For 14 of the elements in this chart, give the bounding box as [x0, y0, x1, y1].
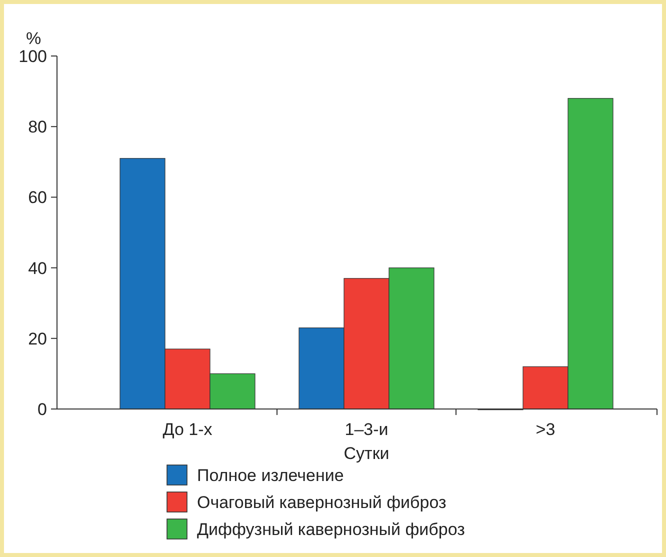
y-tick-label: 40 [28, 258, 47, 278]
x-tick-label: До 1-х [162, 420, 213, 439]
legend-label: Полное излечение [197, 466, 344, 485]
y-tick-label: 0 [38, 400, 47, 419]
x-tick-label: 1–3-и [344, 420, 388, 439]
legend-label: Диффузный кавернозный фиброз [197, 520, 466, 539]
y-tick-label: 100 [18, 46, 47, 66]
x-tick-label: >3 [536, 420, 556, 439]
x-axis-title: Сутки [344, 444, 390, 463]
y-axis-title: % [26, 29, 42, 48]
legend-label: Очаговый кавернозный фиброз [197, 492, 447, 512]
y-tick-label: 20 [28, 329, 47, 348]
y-tick-label: 60 [28, 188, 47, 208]
y-tick-label: 80 [28, 118, 47, 137]
